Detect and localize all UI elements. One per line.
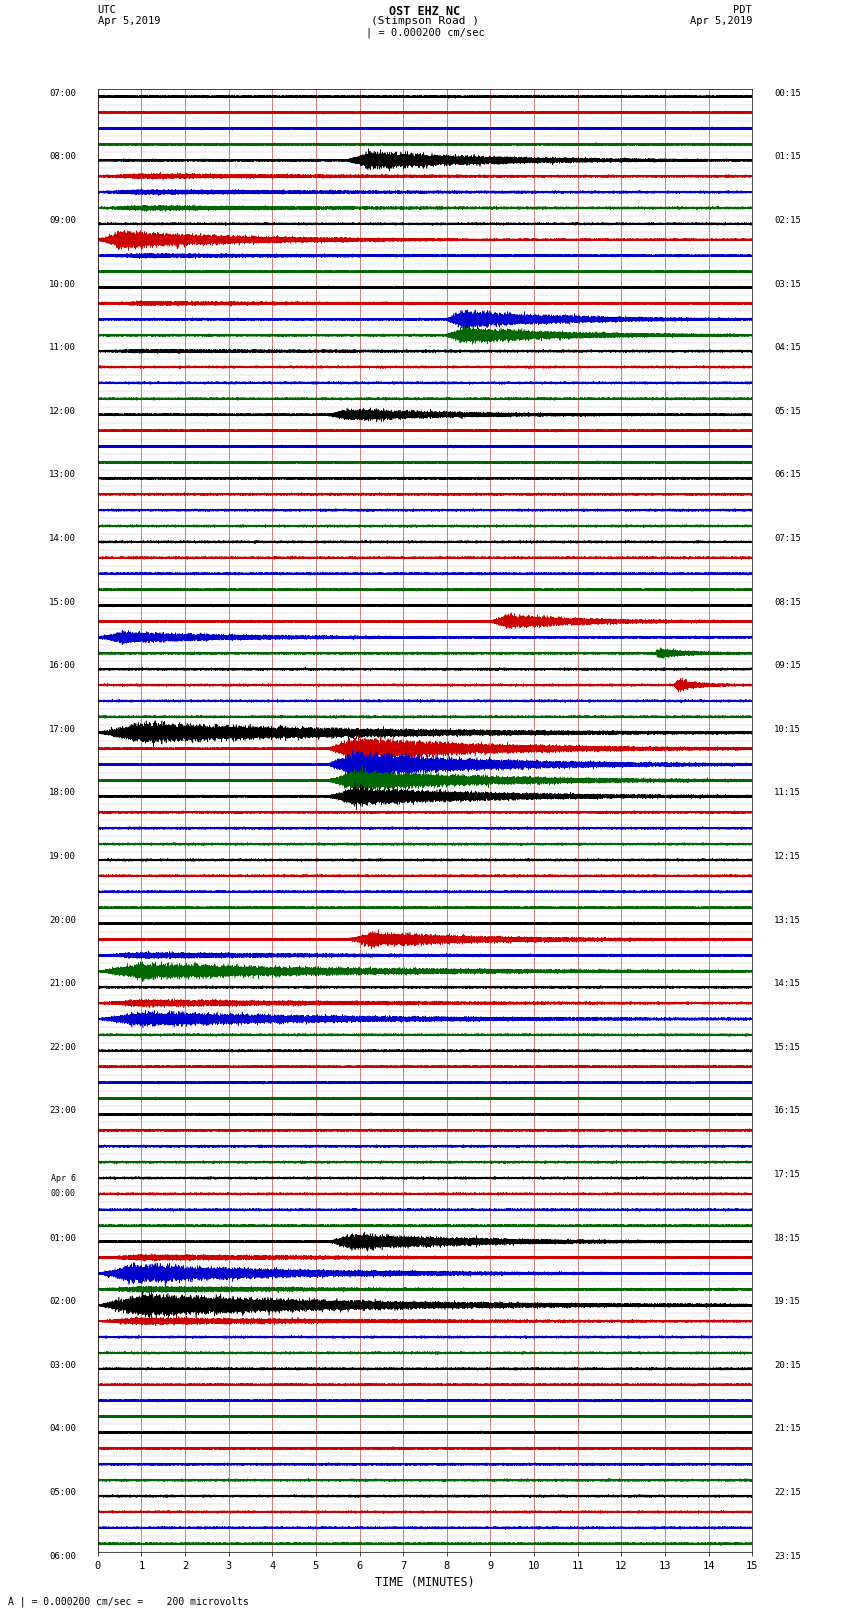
Text: 03:00: 03:00 xyxy=(49,1361,76,1369)
Text: 17:00: 17:00 xyxy=(49,724,76,734)
Text: 06:00: 06:00 xyxy=(49,1552,76,1561)
Text: 13:00: 13:00 xyxy=(49,471,76,479)
Text: 21:00: 21:00 xyxy=(49,979,76,989)
Text: 23:00: 23:00 xyxy=(49,1107,76,1116)
Text: 10:00: 10:00 xyxy=(49,279,76,289)
Text: 11:15: 11:15 xyxy=(774,789,801,797)
Text: 02:00: 02:00 xyxy=(49,1297,76,1307)
Text: 00:00: 00:00 xyxy=(51,1189,76,1198)
Text: 15:15: 15:15 xyxy=(774,1044,801,1052)
Text: 04:15: 04:15 xyxy=(774,344,801,352)
Text: 09:15: 09:15 xyxy=(774,661,801,669)
Text: 20:00: 20:00 xyxy=(49,916,76,924)
Text: | = 0.000200 cm/sec: | = 0.000200 cm/sec xyxy=(366,27,484,39)
Text: Apr 6: Apr 6 xyxy=(51,1174,76,1182)
Text: UTC: UTC xyxy=(98,5,116,15)
Text: 15:00: 15:00 xyxy=(49,597,76,606)
Text: 22:00: 22:00 xyxy=(49,1044,76,1052)
Text: 03:15: 03:15 xyxy=(774,279,801,289)
Text: A | = 0.000200 cm/sec =    200 microvolts: A | = 0.000200 cm/sec = 200 microvolts xyxy=(8,1595,249,1607)
Text: 19:15: 19:15 xyxy=(774,1297,801,1307)
Text: 00:15: 00:15 xyxy=(774,89,801,98)
X-axis label: TIME (MINUTES): TIME (MINUTES) xyxy=(375,1576,475,1589)
Text: 07:15: 07:15 xyxy=(774,534,801,544)
Text: 16:15: 16:15 xyxy=(774,1107,801,1116)
Text: 05:00: 05:00 xyxy=(49,1489,76,1497)
Text: 17:15: 17:15 xyxy=(774,1169,801,1179)
Text: 06:15: 06:15 xyxy=(774,471,801,479)
Text: 05:15: 05:15 xyxy=(774,406,801,416)
Text: 20:15: 20:15 xyxy=(774,1361,801,1369)
Text: 22:15: 22:15 xyxy=(774,1489,801,1497)
Text: OST EHZ NC: OST EHZ NC xyxy=(389,5,461,18)
Text: 19:00: 19:00 xyxy=(49,852,76,861)
Text: 12:15: 12:15 xyxy=(774,852,801,861)
Text: 14:15: 14:15 xyxy=(774,979,801,989)
Text: 18:15: 18:15 xyxy=(774,1234,801,1242)
Text: 23:15: 23:15 xyxy=(774,1552,801,1561)
Text: 18:00: 18:00 xyxy=(49,789,76,797)
Text: 14:00: 14:00 xyxy=(49,534,76,544)
Text: 16:00: 16:00 xyxy=(49,661,76,669)
Text: 08:15: 08:15 xyxy=(774,597,801,606)
Text: (Stimpson Road ): (Stimpson Road ) xyxy=(371,16,479,26)
Text: 01:00: 01:00 xyxy=(49,1234,76,1242)
Text: 07:00: 07:00 xyxy=(49,89,76,98)
Text: 09:00: 09:00 xyxy=(49,216,76,224)
Text: 13:15: 13:15 xyxy=(774,916,801,924)
Text: 01:15: 01:15 xyxy=(774,152,801,161)
Text: Apr 5,2019: Apr 5,2019 xyxy=(98,16,161,26)
Text: PDT: PDT xyxy=(734,5,752,15)
Text: 21:15: 21:15 xyxy=(774,1424,801,1434)
Text: 08:00: 08:00 xyxy=(49,152,76,161)
Text: 12:00: 12:00 xyxy=(49,406,76,416)
Text: 02:15: 02:15 xyxy=(774,216,801,224)
Text: Apr 5,2019: Apr 5,2019 xyxy=(689,16,752,26)
Text: 11:00: 11:00 xyxy=(49,344,76,352)
Text: 10:15: 10:15 xyxy=(774,724,801,734)
Text: 04:00: 04:00 xyxy=(49,1424,76,1434)
